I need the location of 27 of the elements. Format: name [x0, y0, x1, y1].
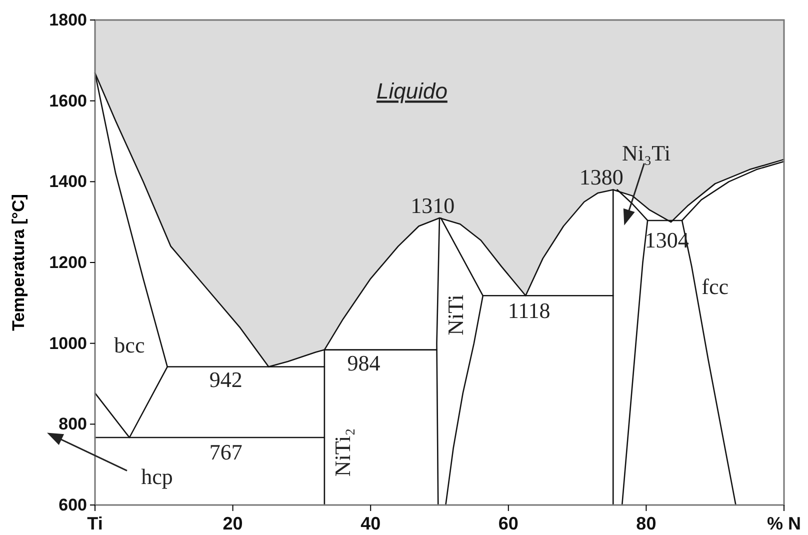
x-tick-label: 20: [222, 513, 243, 534]
x-tick-label: Ti: [87, 513, 103, 534]
annotation: hcp: [141, 464, 173, 489]
x-tick-label: 80: [636, 513, 656, 534]
y-tick-label: 600: [58, 495, 87, 514]
annotation: bcc: [114, 332, 145, 358]
y-tick-label: 1000: [49, 334, 87, 353]
annotation: Liquido: [376, 78, 448, 104]
annotation: 984: [347, 350, 380, 376]
x-tick-label: 40: [360, 513, 381, 534]
y-axis-title: Temperatura [°C]: [9, 194, 28, 331]
annotation: 1310: [410, 192, 455, 218]
annotation: 942: [209, 366, 242, 392]
annotation: 1118: [508, 298, 550, 324]
annotation: 1380: [579, 164, 624, 190]
y-tick-label: 1400: [49, 172, 87, 192]
x-tick-label: % N: [766, 513, 802, 534]
y-tick-label: 1600: [49, 91, 87, 110]
y-tick-label: 800: [58, 414, 87, 434]
y-tick-label: 1200: [49, 252, 87, 272]
annotation: NiTi₂: [330, 428, 356, 477]
y-tick-label: 1800: [49, 10, 87, 30]
x-tick-label: 60: [498, 513, 518, 534]
annotation: fcc: [702, 274, 729, 299]
annotation: Ni₃Ti: [622, 140, 670, 166]
annotation: NiTi: [443, 294, 468, 336]
annotation: 767: [209, 440, 242, 465]
